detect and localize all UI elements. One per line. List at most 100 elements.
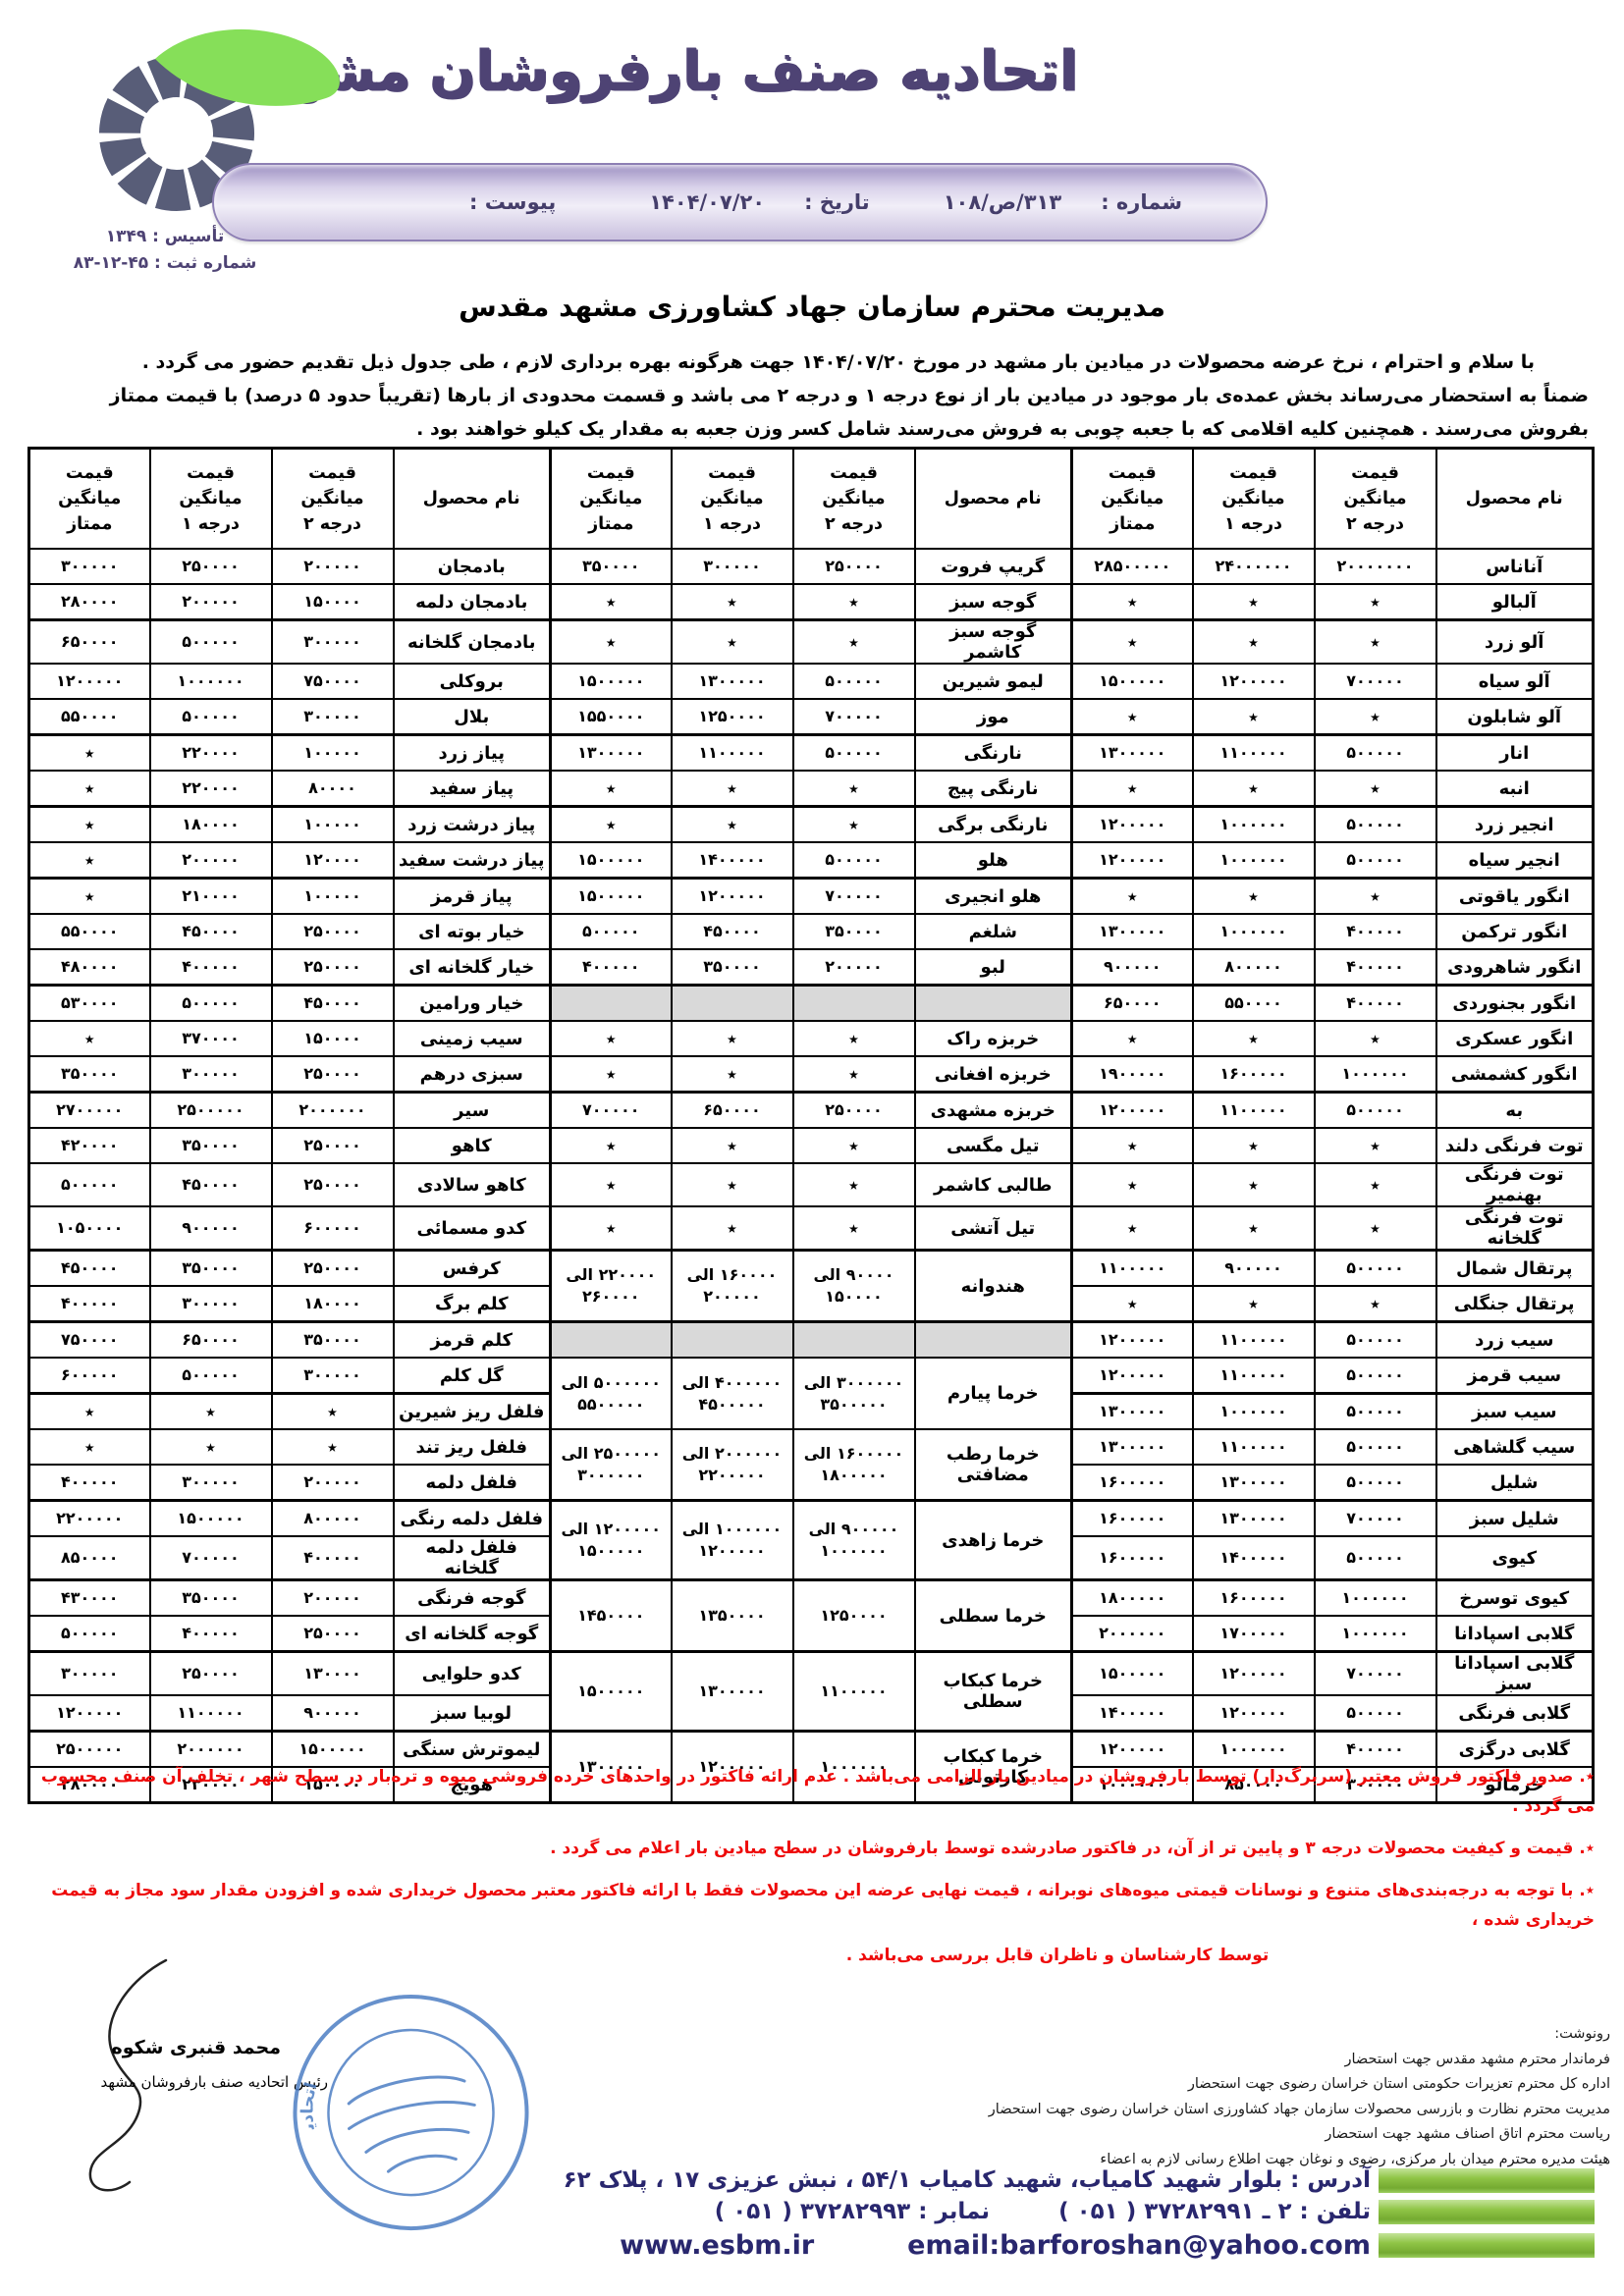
price-grade1-cell: ۱۲۰۰۰۰۰ <box>1191 1650 1316 1696</box>
price-grade1-cell: ۱۶۰۰۰۰ الی ۲۰۰۰۰۰ <box>670 1249 794 1323</box>
table-row: انبه ٭ ٭ ٭ نارنگی پیج ٭ ٭ ٭ پیاز سفید ۸۰۰۰۰ ۲۲۰۰۰۰… <box>27 770 1595 808</box>
price-grade2-cell: ۱۰۰۰۰۰۰ <box>1313 1615 1437 1653</box>
product-name-cell: کاهو سالادی <box>392 1162 552 1207</box>
product-name-cell: آناناس <box>1435 548 1595 585</box>
price-grade1-cell: ۱۴۰۰۰۰۰ <box>670 841 794 880</box>
price-grade2-cell: ۵۰۰۰۰۰ <box>1313 733 1437 772</box>
price-premium-cell: ٭ <box>549 1205 673 1252</box>
product-name-cell: بادمجان <box>392 548 552 585</box>
product-name-cell: انگور کشمشی <box>1435 1055 1595 1094</box>
price-grade2-cell: ۳۰۰۰۰۰ <box>270 1357 395 1395</box>
price-premium-cell: ٭ <box>549 1127 673 1164</box>
green-highlight-bar <box>1379 2199 1595 2224</box>
date-value: ۱۴۰۴/۰۷/۲۰ <box>649 190 766 214</box>
product-name-cell: خرمالو <box>1435 1766 1595 1804</box>
price-premium-cell: ۳۵۰۰۰۰ <box>549 548 673 585</box>
price-premium-cell: ۳۰۰۰۰۰ <box>27 548 151 585</box>
price-grade1-cell: ٭ <box>670 1020 794 1057</box>
price-grade2-cell: ٭ <box>1313 583 1437 621</box>
price-premium-cell: ۷۰۰۰۰۰ <box>549 1091 673 1129</box>
price-grade1-cell: ٭ <box>1191 698 1316 736</box>
green-highlight-bar <box>1379 2233 1595 2258</box>
price-grade1-cell: ۴۵۰۰۰۰ <box>148 913 273 950</box>
product-name-cell: هویج <box>392 1766 552 1804</box>
product-name-cell: شلیل سبز <box>1435 1499 1595 1537</box>
body-line-2: ضمناً به استحضار می‌رساند بخش عمده‌ی بار… <box>109 385 1589 406</box>
price-grade2-cell: ۱۳۰۰۰۰ <box>270 1650 395 1696</box>
price-premium-cell: ۵۰۰۰۰۰۰ الی ۵۵۰۰۰۰۰ <box>549 1357 673 1430</box>
price-grade2-cell: ۱۰۰۰۰۰۰ <box>1313 1578 1437 1617</box>
table-row: کیوی توسرخ ۱۰۰۰۰۰۰ ۱۶۰۰۰۰۰ ۱۸۰۰۰۰۰ خرما سطلی… <box>27 1578 1595 1653</box>
price-premium-cell: ۱۲۰۰۰۰۰ <box>1070 1320 1194 1359</box>
product-name-cell: انگور یاقوتی <box>1435 877 1595 915</box>
price-grade1-cell: ٭ <box>670 1055 794 1094</box>
price-premium-cell: ۱۵۰۰۰۰۰ <box>549 877 673 915</box>
price-grade1-cell: ۸۵۰۰۰۰ <box>1191 1766 1316 1804</box>
table-row: آلو سیاه ۷۰۰۰۰۰ ۱۲۰۰۰۰۰ ۱۵۰۰۰۰۰ لیمو شیرین ۵۰… <box>27 663 1595 700</box>
price-grade1-cell: ۱۲۰۰۰۰۰ <box>1191 663 1316 700</box>
price-premium-cell: ۲۲۰۰۰۰ الی ۲۶۰۰۰۰ <box>549 1249 673 1323</box>
footnote-3: ٭. با توجه به درجه‌بندی‌های متنوع و نوسا… <box>51 1881 1595 1930</box>
price-premium-cell: ٭ <box>27 805 151 843</box>
price-grade2-cell: ۱۰۰۰۰۰ <box>270 733 395 772</box>
price-grade1-cell: ۱۰۰۰۰۰۰ <box>1191 1392 1316 1430</box>
price-grade1-cell: ۱۱۰۰۰۰۰ <box>1191 1320 1316 1359</box>
price-grade1-cell: ۱۶۰۰۰۰۰ <box>1191 1055 1316 1094</box>
product-name-cell: سیب زرد <box>1435 1320 1595 1359</box>
price-premium-cell: ۱۳۰۰۰۰۰ <box>1070 913 1194 950</box>
product-name-cell: انجیر زرد <box>1435 805 1595 843</box>
price-grade1-cell: ۱۶۰۰۰۰۰ <box>1191 1578 1316 1617</box>
price-grade2-cell: ۲۵۰۰۰۰ <box>270 1127 395 1164</box>
email-text[interactable]: email:barforoshan@yahoo.com <box>907 2230 1371 2261</box>
product-name-cell: پرتقال جنگلی <box>1435 1285 1595 1323</box>
price-grade2-cell: ۲۰۰۰۰۰ <box>270 1464 395 1502</box>
price-premium-cell: ۹۰۰۰۰۰ <box>1070 948 1194 987</box>
price-grade1-cell: ۲۴۰۰۰۰۰۰ <box>1191 548 1316 585</box>
product-name-cell: توت فرنگی بهنمیر <box>1435 1162 1595 1207</box>
price-premium-cell: ٭ <box>549 1055 673 1094</box>
footnote-3-continued: توسط کارشناسان و ناظران قابل بررسی می‌با… <box>845 1946 1270 1965</box>
cc-item-2: اداره کل محترم تعزیرات حکومتی استان خراس… <box>1187 2076 1610 2092</box>
price-grade2-cell: ۴۰۰۰۰۰ <box>1313 984 1437 1022</box>
price-grade1-cell: ٭ <box>670 805 794 843</box>
price-grade1-cell: ۲۰۰۰۰۰ <box>148 841 273 880</box>
product-name-cell: آلو زرد <box>1435 618 1595 665</box>
product-name-cell: خرما سطلی <box>913 1578 1073 1653</box>
product-name-cell: نارنگی پیج <box>913 770 1073 808</box>
table-row: گلابی فرنگی ۵۰۰۰۰۰ ۱۲۰۰۰۰۰ ۱۴۰۰۰۰۰ لوبیا سبز… <box>27 1694 1595 1733</box>
table-row: انجیر زرد ۵۰۰۰۰۰ ۱۰۰۰۰۰۰ ۱۲۰۰۰۰۰ نارنگی برگی… <box>27 805 1595 843</box>
product-name-cell: لیمو شیرین <box>913 663 1073 700</box>
table-row: سیب زرد ۵۰۰۰۰۰ ۱۱۰۰۰۰۰ ۱۲۰۰۰۰۰ کلم قرمز ۳۵۰۰۰… <box>27 1320 1595 1359</box>
price-grade2-cell: ۸۰۰۰۰ <box>270 770 395 808</box>
price-grade2-cell: ۸۰۰۰۰۰ <box>270 1499 395 1537</box>
price-grade1-cell: ۵۰۰۰۰۰ <box>148 618 273 665</box>
table-row: آناناس ۲۰۰۰۰۰۰۰ ۲۴۰۰۰۰۰۰ ۲۸۵۰۰۰۰۰ گریپ فروت ۲… <box>27 548 1595 585</box>
product-name-cell: خرما زاهدی <box>913 1499 1073 1581</box>
product-name-cell: انار <box>1435 733 1595 772</box>
product-name-cell: تیل آتشی <box>913 1205 1073 1252</box>
price-grade2-cell: ۲۰۰۰۰۰ <box>791 948 916 987</box>
price-grade2-cell: ٭ <box>791 1127 916 1164</box>
price-premium-cell: ۵۰۰۰۰۰ <box>27 1615 151 1653</box>
price-grade2-cell: ٭ <box>791 1162 916 1207</box>
product-name-cell: تیل مگسی <box>913 1127 1073 1164</box>
product-name-cell: گل کلم <box>392 1357 552 1395</box>
price-premium-cell: ۱۰۵۰۰۰۰ <box>27 1205 151 1252</box>
price-premium-cell: ۱۶۰۰۰۰۰ <box>1070 1535 1194 1581</box>
price-grade1-cell: ۱۳۰۰۰۰۰ <box>1191 1464 1316 1502</box>
table-row: انگور یاقوتی ٭ ٭ ٭ هلو انجیری ۷۰۰۰۰۰ ۱۲۰۰۰۰۰ ۱۵… <box>27 877 1595 915</box>
table-row: انگور شاهرودی ۴۰۰۰۰۰ ۸۰۰۰۰۰ ۹۰۰۰۰۰ لبو ۲۰۰۰۰۰… <box>27 948 1595 987</box>
website-text[interactable]: www.esbm.ir <box>620 2230 815 2261</box>
price-premium-cell: ٭ <box>1070 1205 1194 1252</box>
product-name-cell: پیاز زرد <box>392 733 552 772</box>
product-name-cell: فلفل ریز تند <box>392 1428 552 1466</box>
green-highlight-bar <box>1379 2167 1595 2193</box>
table-row: انگور عسکری ٭ ٭ ٭ خربزه راک ٭ ٭ ٭ سیب زمینی ۱۵۰۰۰… <box>27 1020 1595 1057</box>
price-grade1-cell: ۳۵۰۰۰۰ <box>148 1578 273 1617</box>
price-grade1-cell: ۵۰۰۰۰۰ <box>148 698 273 736</box>
price-grade1-cell: ٭ <box>1191 1127 1316 1164</box>
price-grade1-cell: ٭ <box>1191 1020 1316 1057</box>
price-grade2-cell: ٭ <box>791 1020 916 1057</box>
price-grade1-cell: ۵۵۰۰۰۰ <box>1191 984 1316 1022</box>
product-name-cell: سیر <box>392 1091 552 1129</box>
